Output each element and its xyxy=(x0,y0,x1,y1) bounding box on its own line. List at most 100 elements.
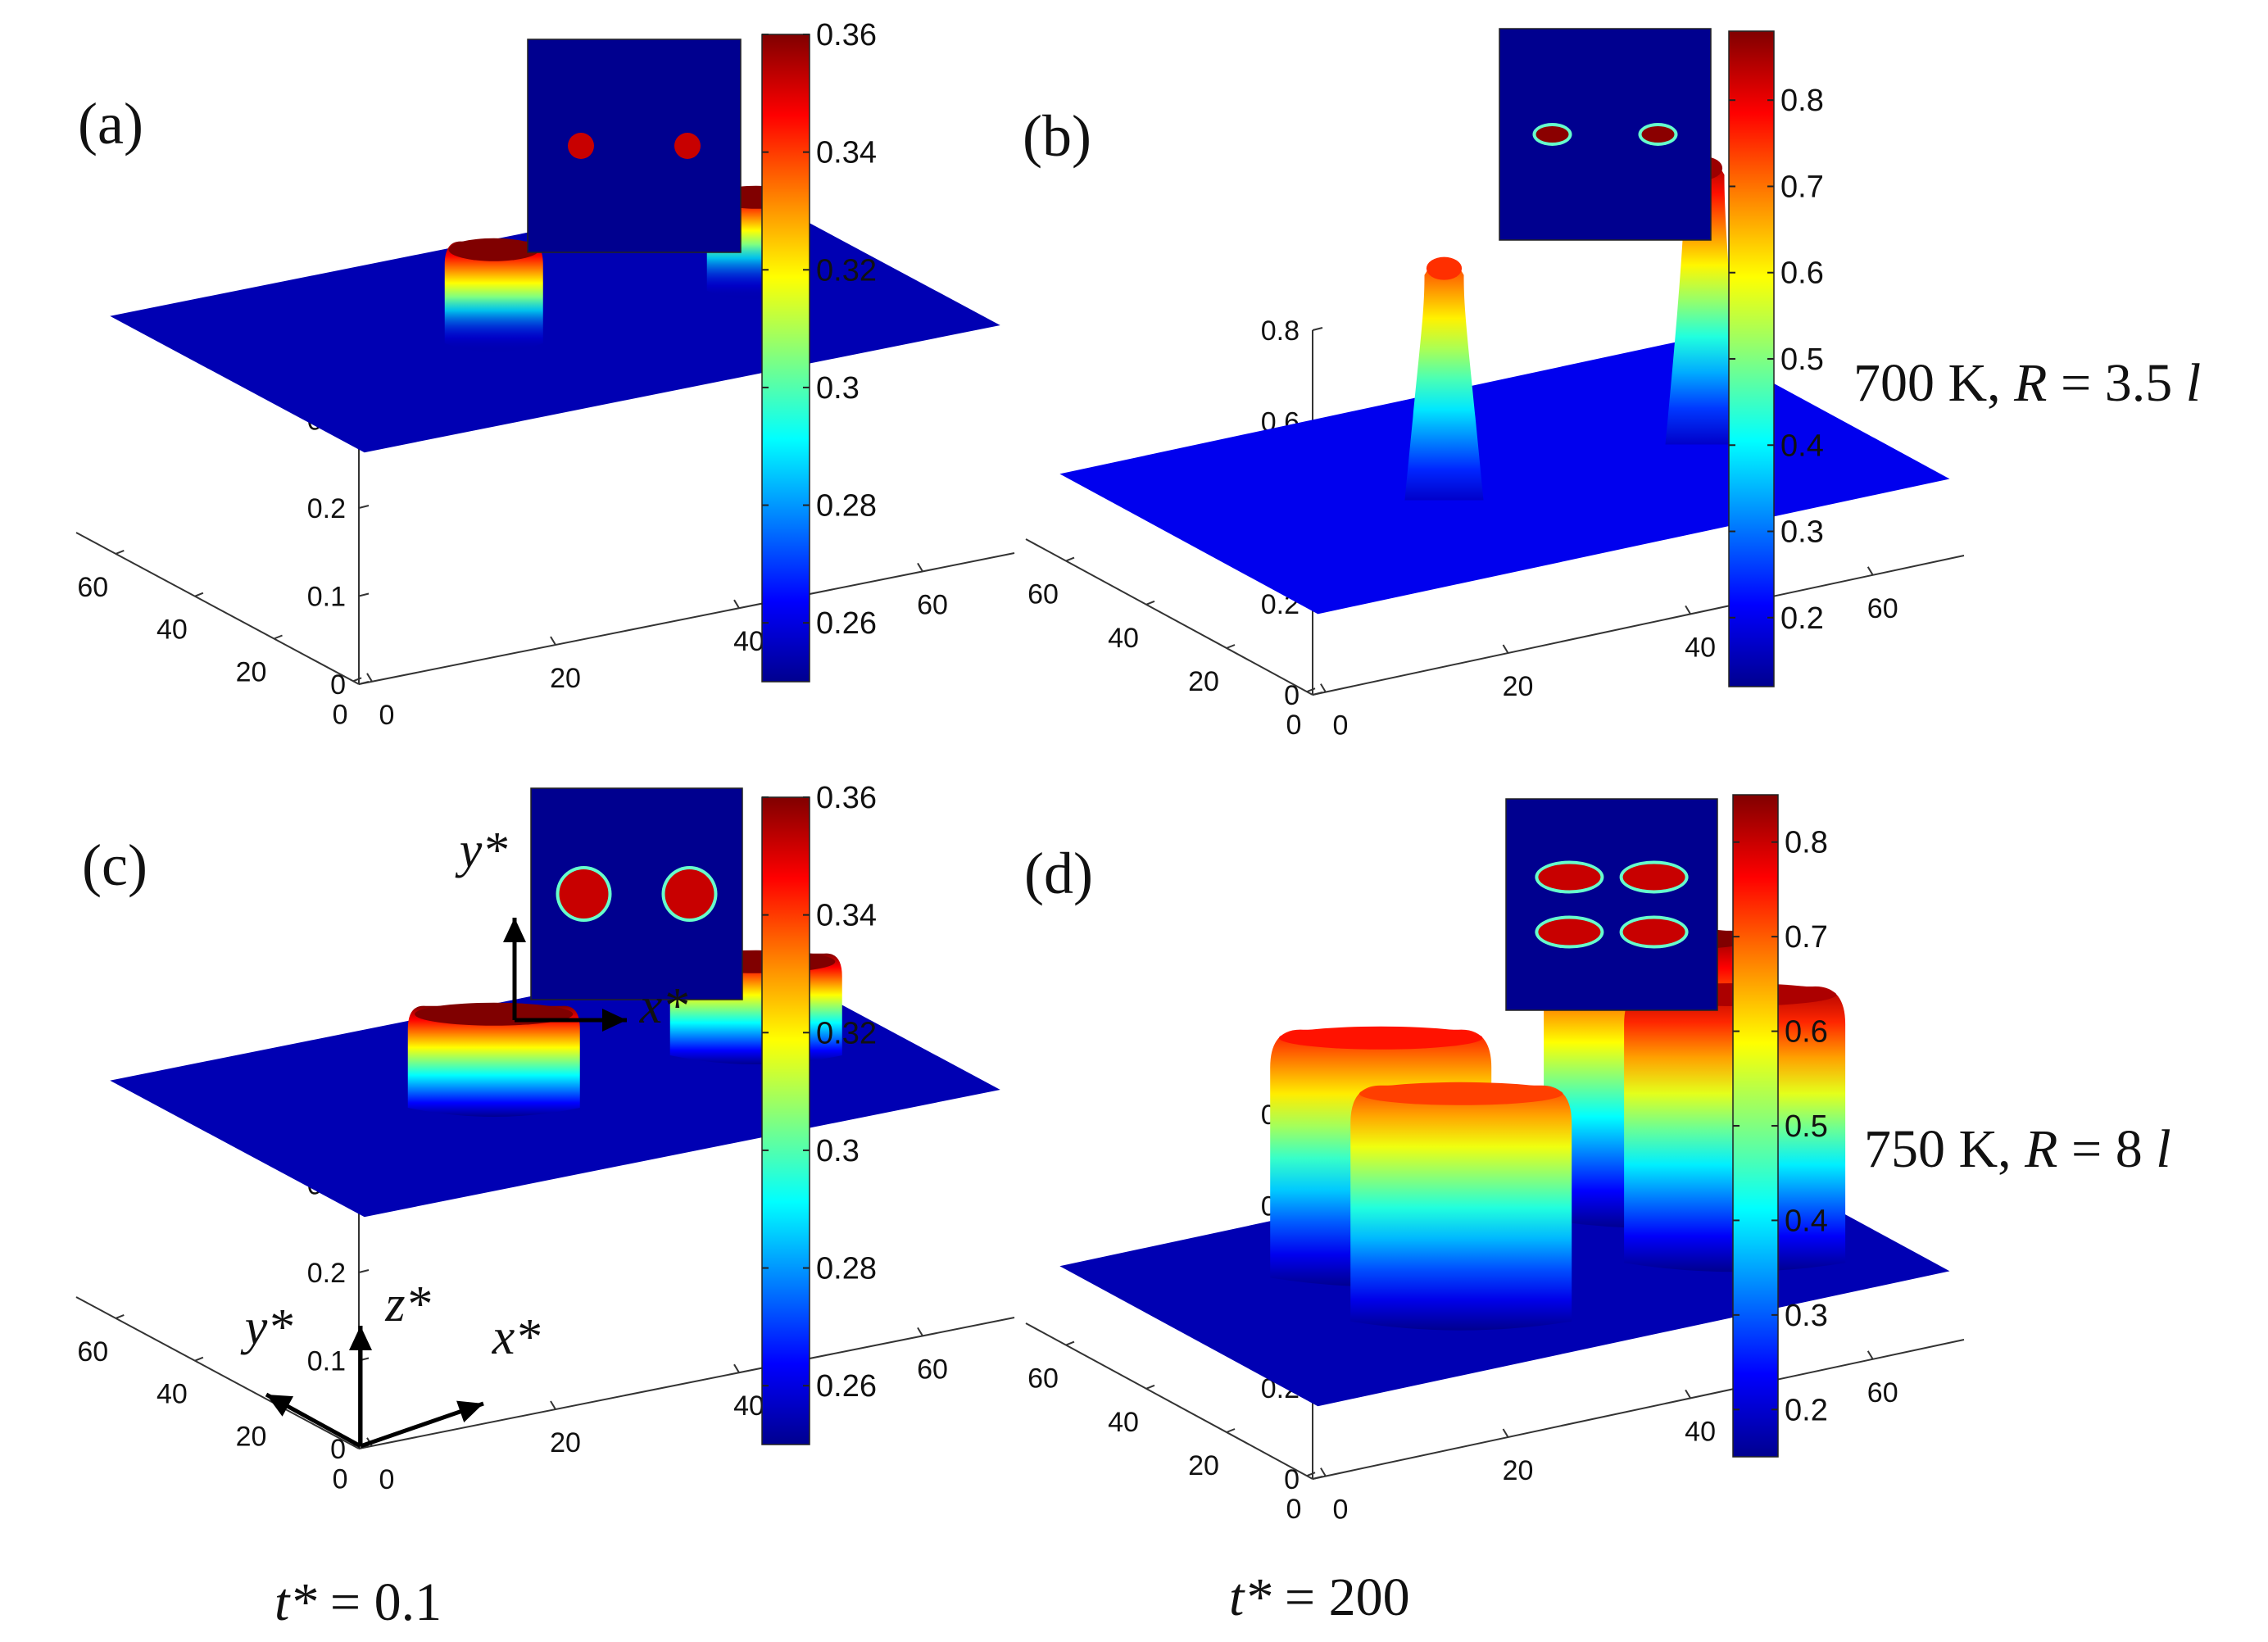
inset-spot xyxy=(674,133,701,159)
x-tick xyxy=(1867,1350,1874,1360)
y-tick-label: 20 xyxy=(236,1422,267,1453)
panel-a: (a)00.10.20.30.4020406002040600.260.280.… xyxy=(75,18,1015,731)
z-axis-arrow-head xyxy=(349,1326,372,1350)
z-tick xyxy=(358,505,370,509)
colorbar-tick-label: 0.3 xyxy=(1780,515,1824,550)
colorbar-tick-label: 0.28 xyxy=(816,489,877,524)
panel-d: (d)00.20.40.60.8020406002040600.20.30.40… xyxy=(1024,794,1965,1526)
inset-spot xyxy=(1538,919,1601,946)
y-tick xyxy=(1065,556,1075,562)
y-axis-line xyxy=(75,532,360,685)
y-tick xyxy=(1306,687,1316,693)
surface-peak xyxy=(444,241,543,352)
colorbar-tick-label: 0.2 xyxy=(1785,1393,1828,1427)
y-tick-label: 0 xyxy=(333,1463,348,1495)
x-tick-label: 0 xyxy=(1332,1495,1348,1526)
panel-label: (a) xyxy=(78,91,143,156)
inset-x-symbol: x* xyxy=(639,978,688,1034)
panel-label: (d) xyxy=(1024,841,1093,906)
y-axis-line xyxy=(75,1296,360,1449)
x-tick-label: 40 xyxy=(733,1390,764,1422)
y-tick-label: 60 xyxy=(1027,579,1059,610)
x-tick xyxy=(1867,566,1874,576)
x-axis-line xyxy=(358,552,1015,685)
z-tick xyxy=(358,1269,370,1273)
y-tick-label: 20 xyxy=(236,657,267,688)
colorbar-tick-label: 0.6 xyxy=(1785,1015,1828,1050)
x-axis-line xyxy=(1312,1339,1965,1480)
z-tick-label: 0 xyxy=(330,1434,346,1465)
inset-map xyxy=(527,39,742,253)
peak-cap xyxy=(1426,256,1463,280)
y-tick-label: 0 xyxy=(333,699,348,730)
colorbar-tick-label: 0.36 xyxy=(816,781,877,815)
x-tick-label: 40 xyxy=(1685,1416,1716,1447)
z-tick xyxy=(1312,692,1323,696)
x-tick-label: 20 xyxy=(550,1427,581,1458)
x-tick xyxy=(1320,1467,1327,1477)
colorbar-tick-label: 0.26 xyxy=(816,1369,877,1404)
x-tick xyxy=(733,599,740,609)
inset-y-symbol: y* xyxy=(455,823,508,878)
colorbar-tick-label: 0.34 xyxy=(816,136,877,170)
z-axis-symbol: z* xyxy=(384,1277,430,1332)
x-tick-label: 0 xyxy=(379,700,395,731)
colorbar-tick-label: 0.26 xyxy=(816,606,877,641)
colorbar-tick-label: 0.3 xyxy=(1785,1299,1828,1333)
x-tick-label: 60 xyxy=(1867,593,1898,624)
colorbar-tick-label: 0.8 xyxy=(1780,84,1824,118)
z-tick xyxy=(1312,327,1323,331)
inset-spot xyxy=(1641,126,1675,143)
y-tick-label: 60 xyxy=(77,1336,108,1368)
colorbar-tick-label: 0.28 xyxy=(816,1252,877,1286)
y-tick-label: 40 xyxy=(156,1379,188,1410)
colorbar-tick-label: 0.3 xyxy=(816,1134,860,1168)
z-tick xyxy=(358,592,370,597)
y-tick xyxy=(274,634,283,640)
inset-spot xyxy=(559,869,609,919)
y-tick xyxy=(1145,600,1155,606)
x-tick xyxy=(550,1400,556,1410)
x-tick xyxy=(1502,644,1509,654)
time-label-left: t* = 0.1 xyxy=(274,1572,442,1632)
x-tick xyxy=(550,636,556,646)
x-tick xyxy=(917,1327,923,1336)
x-tick-label: 20 xyxy=(1503,1455,1534,1486)
x-tick xyxy=(917,562,923,572)
colorbar-tick-label: 0.8 xyxy=(1785,826,1828,860)
z-tick xyxy=(358,681,370,685)
z-tick-label: 0.1 xyxy=(307,582,346,613)
panel-label: (c) xyxy=(82,832,147,898)
colorbar-tick-label: 0.7 xyxy=(1780,170,1824,204)
y-tick-label: 40 xyxy=(1108,1407,1139,1438)
inset-spot xyxy=(665,869,714,919)
surface-peak xyxy=(1350,1085,1572,1331)
peak-cap xyxy=(448,238,539,261)
inset-y-arrow-head xyxy=(503,918,526,942)
x-tick-label: 60 xyxy=(917,1354,948,1385)
y-tick xyxy=(115,549,125,555)
inset-x-arrow-head xyxy=(602,1009,627,1032)
y-tick xyxy=(115,1313,125,1319)
x-tick-label: 0 xyxy=(1332,710,1348,742)
x-tick xyxy=(1685,1389,1691,1399)
y-tick xyxy=(194,1356,204,1362)
y-tick xyxy=(1226,1428,1236,1433)
x-tick xyxy=(1685,605,1691,615)
peak-cap xyxy=(1359,1082,1563,1105)
x-tick-label: 40 xyxy=(1685,632,1716,663)
z-tick xyxy=(358,1445,370,1449)
colorbar xyxy=(761,34,810,683)
z-tick-label: 0 xyxy=(330,669,346,701)
colorbar-tick-label: 0.3 xyxy=(816,371,860,406)
colorbar-tick-label: 0.5 xyxy=(1780,342,1824,377)
y-axis-line xyxy=(1025,1322,1313,1480)
y-tick xyxy=(1065,1340,1075,1346)
panel-label: (b) xyxy=(1023,103,1091,169)
y-tick-label: 40 xyxy=(1108,623,1139,654)
x-tick xyxy=(366,673,373,683)
y-tick xyxy=(194,592,204,597)
z-tick-label: 0 xyxy=(1284,1464,1300,1495)
surface-peak xyxy=(407,1005,580,1117)
